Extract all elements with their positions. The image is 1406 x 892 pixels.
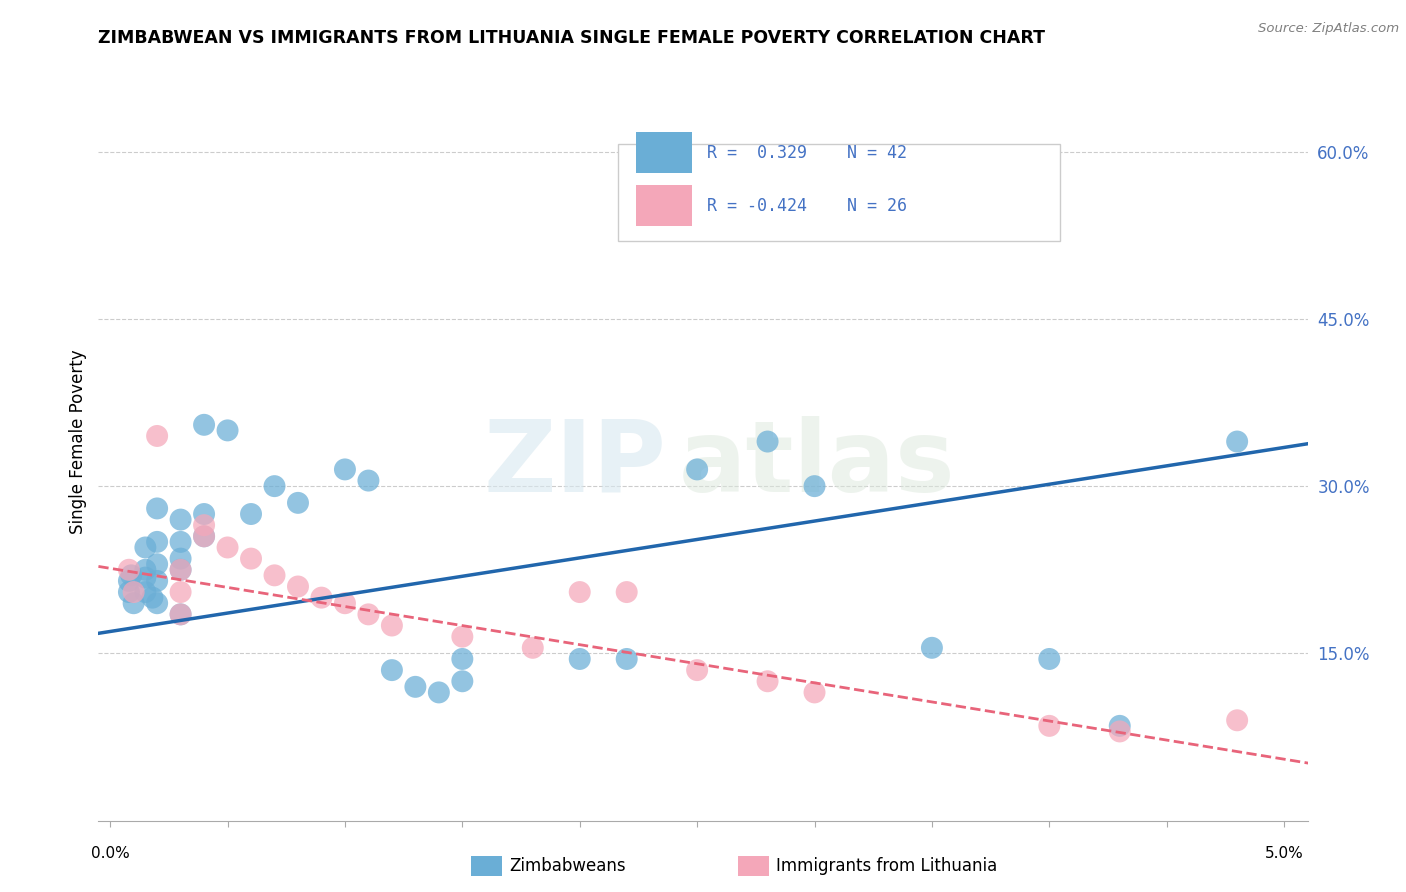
Point	[169, 512, 191, 526]
Point	[146, 429, 169, 443]
Point	[1226, 714, 1249, 728]
Text: 5.0%: 5.0%	[1265, 846, 1303, 861]
Point	[381, 618, 404, 632]
Point	[146, 501, 169, 516]
Point	[118, 585, 141, 599]
Point	[568, 585, 591, 599]
Point	[169, 563, 191, 577]
Point	[616, 585, 638, 599]
Point	[1226, 434, 1249, 449]
Point	[616, 652, 638, 666]
Point	[134, 585, 156, 599]
Point	[217, 541, 239, 555]
Point	[169, 551, 191, 566]
Point	[686, 663, 709, 677]
Point	[193, 518, 215, 533]
Point	[134, 563, 156, 577]
Point	[1108, 724, 1130, 739]
FancyBboxPatch shape	[637, 132, 692, 173]
Point	[193, 529, 215, 543]
Point	[141, 591, 163, 605]
Text: Zimbabweans: Zimbabweans	[509, 857, 626, 875]
Point	[122, 585, 145, 599]
Point	[803, 685, 825, 699]
Text: 0.0%: 0.0%	[91, 846, 129, 861]
Point	[404, 680, 426, 694]
Text: atlas: atlas	[679, 416, 956, 513]
Point	[146, 557, 169, 572]
Point	[263, 479, 285, 493]
Point	[134, 571, 156, 585]
Point	[333, 462, 356, 476]
Point	[803, 479, 825, 493]
Point	[169, 607, 191, 622]
Point	[120, 568, 142, 582]
Text: R = -0.424    N = 26: R = -0.424 N = 26	[707, 197, 907, 215]
Point	[169, 585, 191, 599]
Text: ZIMBABWEAN VS IMMIGRANTS FROM LITHUANIA SINGLE FEMALE POVERTY CORRELATION CHART: ZIMBABWEAN VS IMMIGRANTS FROM LITHUANIA …	[98, 29, 1046, 47]
Point	[146, 574, 169, 588]
Point	[193, 507, 215, 521]
Point	[357, 607, 380, 622]
Point	[193, 417, 215, 432]
Point	[240, 507, 263, 521]
Point	[756, 434, 779, 449]
Point	[381, 663, 404, 677]
Point	[1038, 719, 1060, 733]
Text: ZIP: ZIP	[484, 416, 666, 513]
Point	[193, 529, 215, 543]
Point	[921, 640, 943, 655]
Point	[169, 563, 191, 577]
FancyBboxPatch shape	[619, 144, 1060, 241]
Text: Immigrants from Lithuania: Immigrants from Lithuania	[776, 857, 997, 875]
Point	[451, 630, 474, 644]
Point	[427, 685, 450, 699]
Point	[756, 674, 779, 689]
Point	[522, 640, 544, 655]
Point	[1108, 719, 1130, 733]
Point	[311, 591, 333, 605]
Point	[287, 496, 309, 510]
Point	[568, 652, 591, 666]
FancyBboxPatch shape	[637, 186, 692, 227]
Point	[169, 535, 191, 549]
Point	[169, 607, 191, 622]
Point	[451, 652, 474, 666]
Point	[122, 596, 145, 610]
Point	[287, 580, 309, 594]
Point	[217, 424, 239, 438]
Text: R =  0.329    N = 42: R = 0.329 N = 42	[707, 144, 907, 161]
Point	[146, 535, 169, 549]
Point	[118, 563, 141, 577]
Y-axis label: Single Female Poverty: Single Female Poverty	[69, 350, 87, 533]
Point	[118, 574, 141, 588]
Point	[451, 674, 474, 689]
Point	[1038, 652, 1060, 666]
Text: Source: ZipAtlas.com: Source: ZipAtlas.com	[1258, 22, 1399, 36]
Point	[686, 462, 709, 476]
Point	[240, 551, 263, 566]
Point	[146, 596, 169, 610]
Point	[263, 568, 285, 582]
Point	[134, 541, 156, 555]
Point	[333, 596, 356, 610]
Point	[357, 474, 380, 488]
